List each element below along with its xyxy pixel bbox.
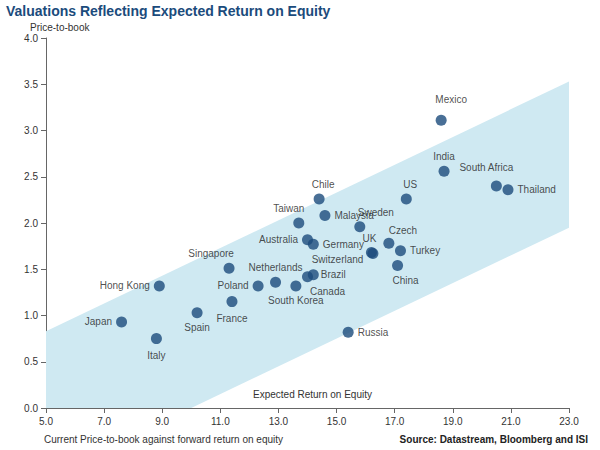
svg-text:Russia: Russia bbox=[358, 327, 389, 338]
svg-text:2.0: 2.0 bbox=[24, 218, 38, 229]
svg-text:15.0: 15.0 bbox=[327, 416, 347, 427]
svg-text:Price-to-book: Price-to-book bbox=[30, 22, 90, 33]
svg-text:US: US bbox=[403, 179, 417, 190]
svg-text:21.0: 21.0 bbox=[501, 416, 521, 427]
svg-text:2.5: 2.5 bbox=[24, 171, 38, 182]
svg-text:Canada: Canada bbox=[310, 286, 345, 297]
svg-text:Czech: Czech bbox=[389, 225, 417, 236]
svg-text:23.0: 23.0 bbox=[559, 416, 579, 427]
svg-text:Netherlands: Netherlands bbox=[249, 262, 303, 273]
svg-text:China: China bbox=[393, 275, 420, 286]
svg-text:11.0: 11.0 bbox=[211, 416, 230, 427]
svg-text:3.5: 3.5 bbox=[24, 79, 38, 90]
svg-text:7.0: 7.0 bbox=[97, 416, 111, 427]
svg-text:Valuations Reflecting Expected: Valuations Reflecting Expected Return on… bbox=[6, 3, 331, 19]
svg-text:Japan: Japan bbox=[85, 316, 112, 327]
svg-text:9.0: 9.0 bbox=[155, 416, 169, 427]
svg-text:Current Price-to-book against: Current Price-to-book against forward re… bbox=[44, 434, 283, 445]
svg-text:UK: UK bbox=[362, 233, 376, 244]
svg-text:0.5: 0.5 bbox=[24, 356, 38, 367]
svg-text:Poland: Poland bbox=[217, 280, 248, 291]
svg-text:Italy: Italy bbox=[147, 350, 165, 361]
svg-text:Sweden: Sweden bbox=[358, 207, 394, 218]
svg-text:0.0: 0.0 bbox=[24, 403, 38, 414]
svg-text:Malaysia: Malaysia bbox=[334, 210, 374, 222]
svg-text:4.0: 4.0 bbox=[24, 33, 38, 44]
svg-text:Mexico: Mexico bbox=[435, 94, 467, 105]
svg-text:Chile: Chile bbox=[312, 179, 335, 190]
svg-text:India: India bbox=[433, 151, 455, 162]
svg-text:Source: Datastream, Bloomberg: Source: Datastream, Bloomberg and ISI bbox=[400, 434, 589, 445]
svg-text:Brazil: Brazil bbox=[321, 269, 346, 280]
svg-text:Thailand: Thailand bbox=[517, 184, 555, 195]
svg-text:13.0: 13.0 bbox=[269, 416, 289, 427]
svg-text:3.0: 3.0 bbox=[24, 125, 38, 136]
svg-text:Hong Kong: Hong Kong bbox=[100, 280, 150, 291]
svg-text:Turkey: Turkey bbox=[410, 245, 440, 256]
svg-text:1.5: 1.5 bbox=[24, 264, 38, 275]
svg-text:1.0: 1.0 bbox=[24, 310, 38, 321]
svg-text:19.0: 19.0 bbox=[443, 416, 463, 427]
svg-text:Spain: Spain bbox=[184, 322, 210, 333]
svg-text:17.0: 17.0 bbox=[385, 416, 405, 427]
svg-text:Switzerland: Switzerland bbox=[312, 254, 364, 265]
svg-text:Taiwan: Taiwan bbox=[273, 203, 304, 214]
svg-text:Singapore: Singapore bbox=[188, 248, 234, 259]
svg-text:Germany: Germany bbox=[323, 239, 364, 250]
svg-text:France: France bbox=[216, 313, 248, 324]
svg-text:South Korea: South Korea bbox=[268, 294, 324, 306]
svg-text:5.0: 5.0 bbox=[39, 416, 53, 427]
svg-text:South Africa: South Africa bbox=[459, 162, 513, 173]
svg-text:Expected Return on Equity: Expected Return on Equity bbox=[253, 389, 372, 400]
svg-text:Australia: Australia bbox=[259, 234, 298, 245]
